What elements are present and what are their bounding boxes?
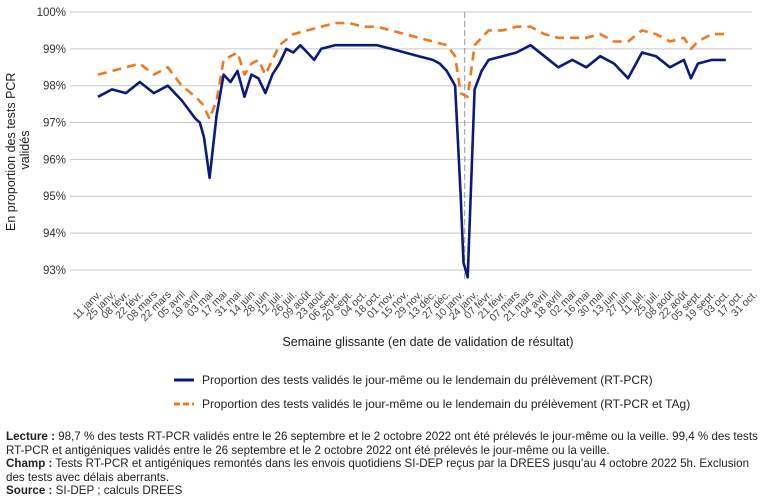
lecture-note: Lecture : 98,7 % des tests RT-PCR validé… bbox=[6, 430, 766, 457]
y-axis-label: En proportion des tests PCR validés bbox=[4, 69, 32, 231]
y-tick-label: 96% bbox=[43, 154, 66, 166]
source-text: SI-DEP ; calculs DREES bbox=[52, 484, 183, 498]
legend-item-rtpcr-tag: Proportion des tests validés le jour-mêm… bbox=[172, 392, 690, 416]
series-line-rtpcr-tag bbox=[97, 21, 726, 121]
y-tick-label: 99% bbox=[43, 44, 66, 56]
legend: Proportion des tests validés le jour-mêm… bbox=[172, 368, 690, 416]
y-tick-label: 94% bbox=[43, 228, 66, 240]
source-note: Source : SI-DEP ; calculs DREES bbox=[6, 484, 766, 498]
y-tick-label: 98% bbox=[43, 81, 66, 93]
y-tick-label: 100% bbox=[37, 7, 66, 19]
champ-note: Champ : Tests RT-PCR et antigéniques rem… bbox=[6, 457, 766, 484]
y-tick-label: 93% bbox=[43, 265, 66, 277]
champ-label: Champ : bbox=[6, 457, 53, 471]
x-axis-label: Semaine glissante (en date de validation… bbox=[282, 335, 573, 349]
lecture-text: 98,7 % des tests RT-PCR validés entre le… bbox=[6, 430, 758, 457]
x-tick-labels: 11 janv.25 janv.08 févr.22 févr.08 mars2… bbox=[71, 289, 760, 324]
legend-swatch-dashed bbox=[174, 402, 194, 406]
y-tick-labels: 93% 94% 95% 96% 97% 98% 99% 100% bbox=[37, 7, 66, 277]
y-tick-label: 95% bbox=[43, 191, 66, 203]
y-axis-label-line2: validés bbox=[18, 131, 32, 170]
legend-item-rtpcr: Proportion des tests validés le jour-mêm… bbox=[172, 368, 690, 392]
y-axis-label-line1: En proportion des tests PCR bbox=[4, 73, 18, 231]
champ-text: Tests RT-PCR et antigéniques remontés da… bbox=[6, 457, 750, 484]
source-label: Source : bbox=[6, 484, 53, 498]
line-chart: 93% 94% 95% 96% 97% 98% 99% 100% 11 janv.25 jan… bbox=[4, 7, 760, 349]
lecture-label: Lecture : bbox=[6, 430, 55, 443]
chart-notes: Lecture : 98,7 % des tests RT-PCR validé… bbox=[6, 430, 766, 498]
legend-swatch-solid bbox=[174, 378, 194, 382]
legend-label-rtpcr: Proportion des tests validés le jour-mêm… bbox=[202, 373, 653, 387]
series-line-rtpcr bbox=[97, 43, 726, 279]
series-lines bbox=[97, 21, 726, 279]
legend-label-rtpcr-tag: Proportion des tests validés le jour-mêm… bbox=[202, 397, 691, 411]
gridlines bbox=[70, 11, 752, 281]
y-tick-label: 97% bbox=[43, 118, 66, 130]
